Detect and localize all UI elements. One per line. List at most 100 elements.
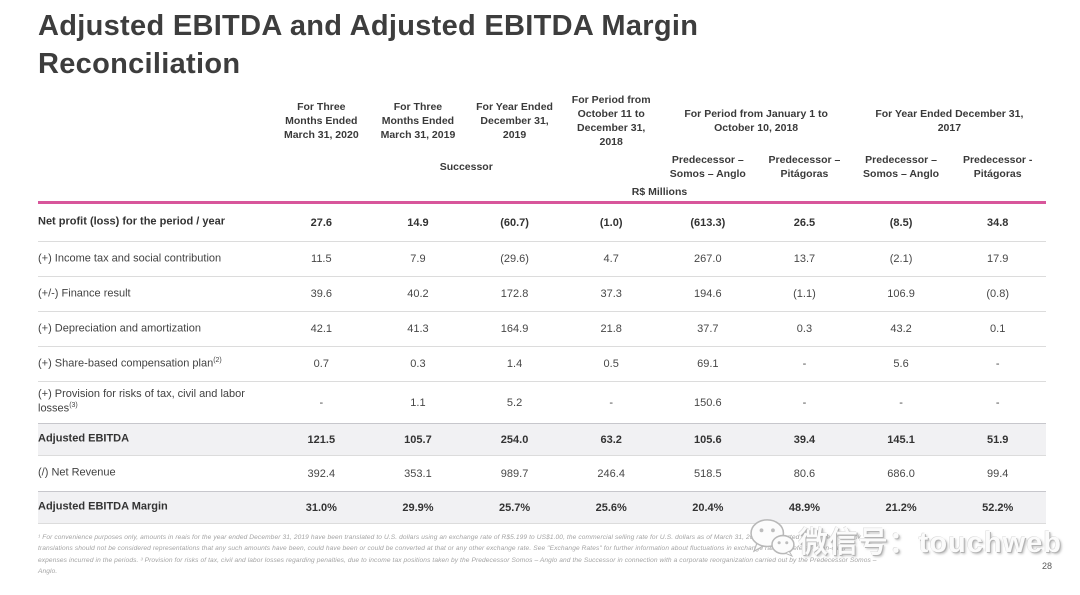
- table-cell: 37.3: [600, 288, 622, 300]
- row-label: (+) Share-based compensation plan(2): [38, 356, 222, 370]
- table-cell: (8.5): [889, 216, 913, 229]
- row-label: (+) Income tax and social contribution: [38, 252, 222, 265]
- col-header-fy-2019: For Year Ended December 31, 2019: [476, 101, 553, 141]
- footnote-line: expenses incurred in the periods. ³ Prov…: [38, 556, 877, 564]
- page-number: 28: [1041, 561, 1052, 571]
- ebitda-reconciliation-table: For Three Months Ended March 31, 2020 Fo…: [38, 93, 1046, 524]
- table-cell: (1.1): [793, 288, 816, 300]
- table-row-adjusted-ebitda: Adjusted EBITDA 121.5 105.7 254.0 63.2 1…: [38, 423, 1046, 456]
- table-cell: 392.4: [307, 467, 336, 480]
- table-cell: 80.6: [793, 467, 816, 480]
- table-cell: 0.7: [313, 358, 329, 370]
- table-cell: 5.2: [506, 396, 523, 409]
- table-cell: 63.2: [600, 433, 622, 446]
- row-label: (/) Net Revenue: [38, 466, 116, 479]
- row-label: (+) Depreciation and amortization: [38, 322, 201, 335]
- table-cell: 39.4: [793, 433, 816, 446]
- table-cell: (29.6): [500, 253, 529, 265]
- row-label: Net profit (loss) for the period / year: [38, 215, 226, 228]
- table-cell: 164.9: [500, 323, 529, 335]
- row-label: Adjusted EBITDA: [38, 432, 130, 445]
- table-cell: -: [802, 396, 807, 409]
- col-header-jan-oct-2018: For Period from January 1 to October 10,…: [684, 108, 828, 134]
- table-cell: -: [899, 396, 903, 409]
- table-row-adjusted-ebitda-margin: Adjusted EBITDA Margin 31.0% 29.9% 25.7%…: [38, 491, 1046, 524]
- table-row-income-tax: (+) Income tax and social contribution 1…: [38, 241, 1046, 276]
- col-header-3m-2020: For Three Months Ended March 31, 2020: [283, 101, 359, 141]
- table-cell: 105.6: [694, 433, 722, 446]
- predecessor-pitagoras-2017-header: Predecessor - Pitágoras: [962, 153, 1033, 180]
- table-cell: (1.0): [599, 216, 623, 229]
- table-cell: 105.7: [404, 433, 432, 446]
- table-cell: 4.7: [603, 253, 619, 265]
- table-cell: 7.9: [410, 253, 426, 265]
- predecessor-pitagoras-2018-header: Predecessor – Pitágoras: [768, 153, 841, 180]
- table-cell: 42.1: [310, 323, 333, 335]
- table-cell: 194.6: [694, 288, 722, 300]
- table-cell: 145.1: [887, 433, 915, 446]
- table-header-periods: For Three Months Ended March 31, 2020 Fo…: [38, 93, 1046, 151]
- table-cell: 99.4: [986, 467, 1009, 480]
- table-cell: 1.1: [410, 396, 426, 409]
- table-cell: 34.8: [986, 216, 1009, 229]
- table-cell: 246.4: [597, 467, 625, 480]
- table-header-unit: R$ Millions: [38, 184, 1046, 201]
- table-cell: 0.3: [410, 358, 426, 370]
- table-cell: 21.8: [600, 323, 622, 335]
- accent-rule: [38, 201, 1046, 204]
- table-cell: 150.6: [694, 396, 722, 409]
- table-cell: 52.2%: [982, 501, 1014, 514]
- table-cell: 106.9: [887, 288, 915, 300]
- table-cell: 0.5: [603, 358, 619, 370]
- table-cell: 267.0: [694, 253, 722, 265]
- table-cell: 353.1: [404, 467, 432, 480]
- footnote-line: Anglo.: [38, 568, 58, 576]
- table-cell: 69.1: [697, 358, 719, 370]
- table-row-net-revenue: (/) Net Revenue 392.4 353.1 989.7 246.4 …: [38, 456, 1046, 491]
- table-cell: -: [995, 358, 1000, 370]
- table-cell: -: [609, 396, 614, 409]
- table-cell: 51.9: [986, 433, 1009, 446]
- table-cell: 121.5: [307, 433, 336, 446]
- table-cell: 48.9%: [788, 501, 821, 514]
- table-cell: (0.8): [986, 288, 1009, 300]
- table-cell: 26.5: [793, 216, 816, 229]
- table-cell: 40.2: [407, 288, 429, 300]
- successor-header: Successor: [439, 160, 493, 173]
- table-cell: 0.1: [990, 323, 1006, 335]
- table-cell: 686.0: [887, 467, 915, 480]
- table-cell: 39.6: [310, 288, 333, 300]
- table-row-provision-risks: (+) Provision for risks of tax, civil an…: [38, 381, 1046, 423]
- table-cell: 25.7%: [498, 501, 531, 514]
- row-label: (+/-) Finance result: [38, 287, 131, 300]
- table-cell: 43.2: [890, 323, 912, 335]
- table-cell: -: [802, 358, 807, 370]
- table-cell: 989.7: [500, 467, 529, 480]
- unit-label: R$ Millions: [631, 185, 688, 198]
- footnote-line: translations should not be considered re…: [38, 545, 846, 553]
- row-label: Adjusted EBITDA Margin: [38, 500, 168, 513]
- row-label: (+) Provision for risks of tax, civil an…: [38, 388, 245, 415]
- table-cell: (2.1): [889, 253, 913, 265]
- table-cell: 1.4: [506, 358, 523, 370]
- table-cell: 27.6: [310, 216, 333, 229]
- table-cell: 17.9: [986, 253, 1009, 265]
- page-title: Adjusted EBITDA and Adjusted EBITDA Marg…: [38, 10, 699, 80]
- table-cell: 13.7: [793, 253, 816, 265]
- table-cell: 14.9: [407, 216, 429, 229]
- table-cell: 254.0: [500, 433, 529, 446]
- table-cell: 31.0%: [305, 501, 337, 514]
- table-row-share-based-compensation: (+) Share-based compensation plan(2) 0.7…: [38, 346, 1046, 381]
- table-row-finance-result: (+/-) Finance result 39.6 40.2 172.8 37.…: [38, 276, 1046, 311]
- table-row-net-profit: Net profit (loss) for the period / year …: [38, 204, 1046, 241]
- table-cell: (613.3): [690, 216, 726, 229]
- predecessor-somos-anglo-2017-header: Predecessor – Somos – Anglo: [863, 153, 940, 180]
- table-cell: 11.5: [311, 253, 332, 265]
- table-cell: 518.5: [694, 467, 722, 480]
- table-cell: 21.2%: [885, 501, 917, 514]
- table-cell: 25.6%: [595, 501, 627, 514]
- table-cell: 29.9%: [402, 501, 434, 514]
- predecessor-somos-anglo-2018-header: Predecessor – Somos – Anglo: [669, 153, 746, 180]
- table-cell: 37.7: [697, 323, 719, 335]
- table-cell: (60.7): [500, 216, 529, 229]
